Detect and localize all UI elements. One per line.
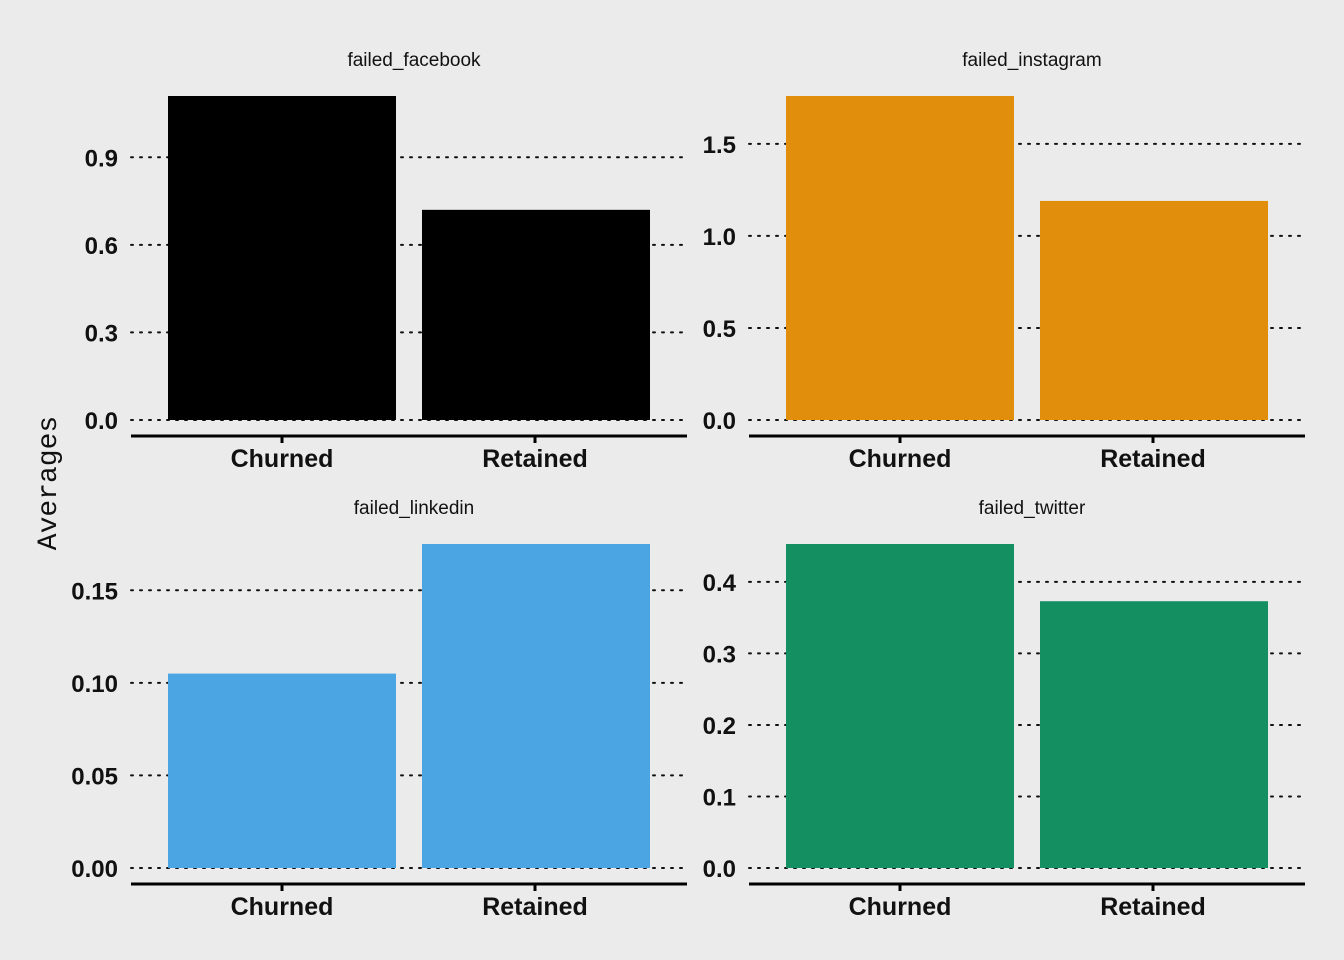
facet-panel-failed-instagram: 0.0 0.5 1.0 1.5 Churned Retained failed_instag… <box>703 50 1306 473</box>
y-tick-label: 0.2 <box>703 713 736 740</box>
x-tick-label-churned: Churned <box>231 445 334 473</box>
bar-churned <box>168 96 396 420</box>
facet-panel-failed-facebook: 0.0 0.3 0.6 0.9 Churned Retained failed_facebo… <box>85 50 688 473</box>
x-tick-label-churned: Churned <box>849 445 952 473</box>
bar-retained <box>422 544 650 868</box>
facet-panel-failed-linkedin: 0.00 0.05 0.10 0.15 Churned Retained failed_li… <box>71 498 688 921</box>
y-tick-label: 0.05 <box>71 763 118 790</box>
y-tick-label: 0.0 <box>703 856 736 883</box>
x-tick-label-retained: Retained <box>482 893 588 921</box>
y-tick-label: 0.3 <box>85 320 118 347</box>
x-tick-label-retained: Retained <box>1100 893 1206 921</box>
y-tick-label: 0.4 <box>703 570 737 597</box>
y-tick-label: 0.3 <box>703 641 736 668</box>
x-tick-label-churned: Churned <box>849 893 952 921</box>
x-tick-label-retained: Retained <box>1100 445 1206 473</box>
bar-retained <box>1040 200 1268 420</box>
y-tick-label: 0.0 <box>85 408 118 435</box>
x-tick-label-retained: Retained <box>482 445 588 473</box>
y-tick-label: 0.15 <box>71 578 118 605</box>
facet-title: failed_twitter <box>979 498 1086 519</box>
facet-title: failed_facebook <box>347 50 481 71</box>
y-tick-label: 0.10 <box>71 671 118 698</box>
y-tick-label: 1.5 <box>703 132 736 159</box>
y-tick-label: 0.5 <box>703 316 736 343</box>
bar-churned <box>168 673 396 868</box>
facet-title: failed_instagram <box>962 50 1101 71</box>
y-tick-label: 0.9 <box>85 145 118 172</box>
facet-panel-failed-twitter: 0.0 0.1 0.2 0.3 0.4 Churned Retained failed_twi… <box>703 498 1306 921</box>
y-tick-label: 1.0 <box>703 224 736 251</box>
bar-churned <box>786 544 1014 868</box>
y-tick-label: 0.0 <box>703 408 736 435</box>
y-axis-title: Averages <box>34 416 65 550</box>
bar-retained <box>422 209 650 420</box>
x-tick-label-churned: Churned <box>231 893 334 921</box>
bar-retained <box>1040 601 1268 868</box>
bar-churned <box>786 96 1014 420</box>
y-tick-label: 0.6 <box>85 233 118 260</box>
y-tick-label: 0.00 <box>71 856 118 883</box>
facet-title: failed_linkedin <box>354 498 474 519</box>
y-tick-label: 0.1 <box>703 784 736 811</box>
